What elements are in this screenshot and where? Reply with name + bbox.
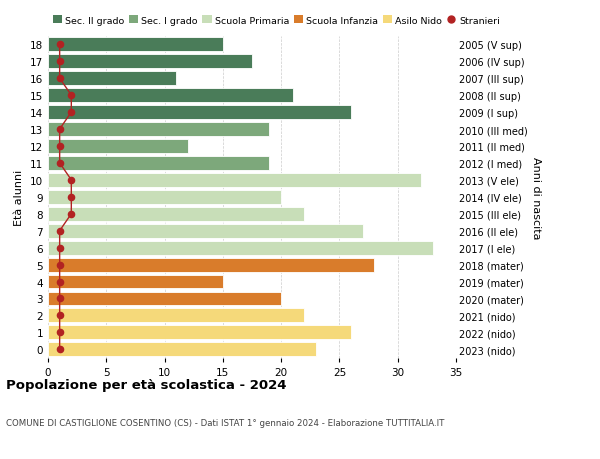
- Point: [67, 177, 76, 184]
- Point: [55, 245, 64, 252]
- Bar: [48, 342, 316, 357]
- Bar: [48, 140, 188, 154]
- Bar: [48, 258, 374, 272]
- Bar: [48, 55, 252, 69]
- Point: [55, 126, 64, 134]
- Bar: [48, 326, 351, 340]
- Bar: [48, 106, 351, 120]
- Point: [55, 58, 64, 66]
- Bar: [48, 123, 269, 137]
- Bar: [48, 89, 293, 103]
- Text: COMUNE DI CASTIGLIONE COSENTINO (CS) - Dati ISTAT 1° gennaio 2024 - Elaborazione: COMUNE DI CASTIGLIONE COSENTINO (CS) - D…: [6, 418, 445, 427]
- Bar: [48, 309, 304, 323]
- Point: [55, 295, 64, 302]
- Bar: [48, 190, 281, 204]
- Point: [55, 160, 64, 167]
- Point: [55, 41, 64, 49]
- Point: [67, 92, 76, 100]
- Bar: [48, 292, 281, 306]
- Bar: [48, 207, 304, 221]
- Point: [67, 109, 76, 117]
- Bar: [48, 157, 269, 170]
- Point: [55, 261, 64, 269]
- Point: [67, 211, 76, 218]
- Y-axis label: Età alunni: Età alunni: [14, 169, 25, 225]
- Bar: [48, 224, 363, 238]
- Point: [55, 278, 64, 285]
- Legend: Sec. II grado, Sec. I grado, Scuola Primaria, Scuola Infanzia, Asilo Nido, Stran: Sec. II grado, Sec. I grado, Scuola Prim…: [53, 17, 500, 26]
- Bar: [48, 38, 223, 52]
- Bar: [48, 241, 433, 255]
- Point: [55, 346, 64, 353]
- Point: [55, 228, 64, 235]
- Point: [67, 194, 76, 201]
- Point: [55, 143, 64, 150]
- Bar: [48, 174, 421, 187]
- Point: [55, 329, 64, 336]
- Bar: [48, 275, 223, 289]
- Point: [55, 75, 64, 83]
- Point: [55, 312, 64, 319]
- Y-axis label: Anni di nascita: Anni di nascita: [532, 156, 541, 239]
- Text: Popolazione per età scolastica - 2024: Popolazione per età scolastica - 2024: [6, 379, 287, 392]
- Bar: [48, 72, 176, 86]
